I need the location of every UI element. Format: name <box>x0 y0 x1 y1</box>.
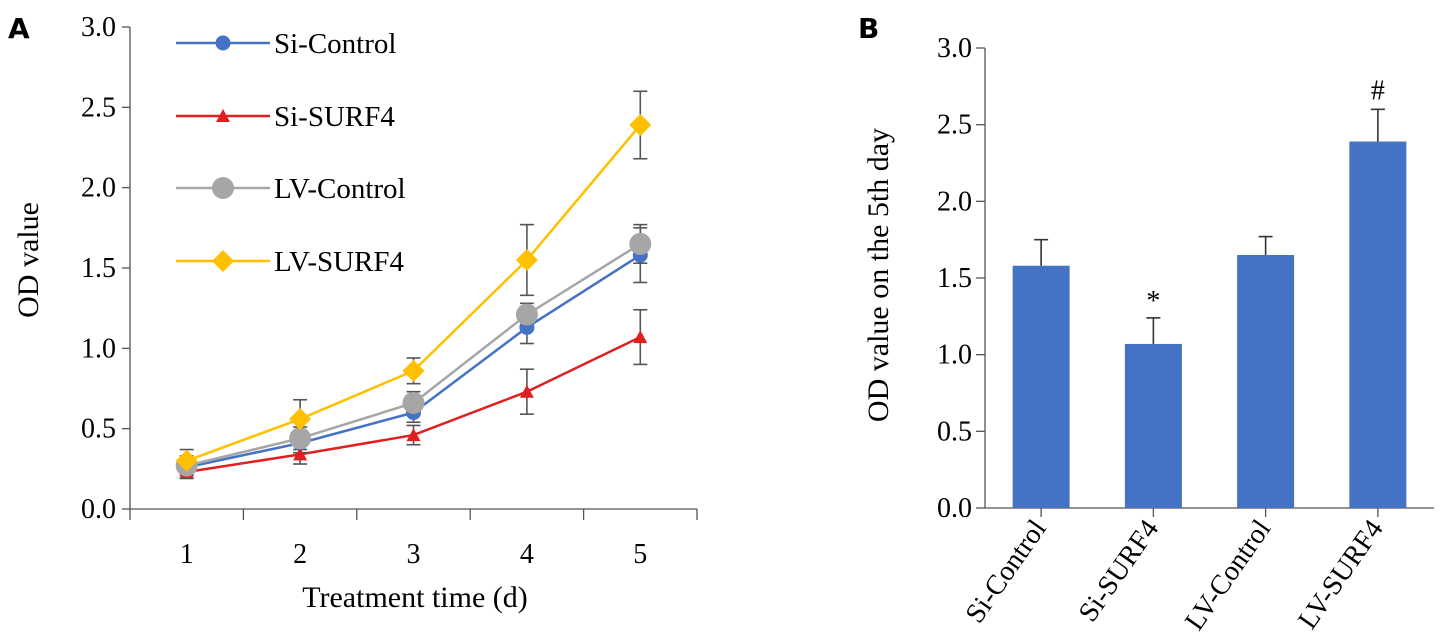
panel-b-x-tick-label: LV-SURF4 <box>1292 514 1389 635</box>
legend-marker-si-control <box>215 35 231 51</box>
data-point-lv-surf4 <box>289 408 312 431</box>
data-point-lv-surf4 <box>175 449 198 472</box>
panel-b-x-tick-label: Si-SURF4 <box>1073 514 1165 627</box>
data-point-si-surf4 <box>293 447 308 461</box>
panel-b-x-tick-label: Si-Control <box>960 514 1053 629</box>
legend-label: Si-Control <box>274 28 396 60</box>
data-point-lv-control <box>402 391 425 414</box>
panel-a-y-tick-label: 3.0 <box>81 12 116 43</box>
legend-label: LV-SURF4 <box>274 246 405 278</box>
bar-si-surf4 <box>1124 343 1182 508</box>
data-point-lv-control <box>629 232 652 255</box>
panel-a-y-tick-label: 2.5 <box>81 92 116 123</box>
panel-b-y-tick-label: 0.0 <box>937 493 972 524</box>
panel-b-letter: B <box>858 12 879 45</box>
data-point-si-surf4 <box>633 330 648 344</box>
panel-b-y-tick-label: 2.0 <box>937 186 972 217</box>
panel-a-x-tick-label: 3 <box>407 539 421 570</box>
panel-b-y-tick-label: 2.5 <box>937 110 972 141</box>
significance-marker: # <box>1371 75 1385 106</box>
significance-marker: * <box>1146 286 1160 317</box>
panel-a-letter: A <box>8 12 30 45</box>
legend-marker-lv-control <box>212 177 234 199</box>
data-point-lv-control <box>289 427 312 450</box>
panel-a-y-tick-label: 1.0 <box>81 333 116 364</box>
panel-b-y-tick-label: 0.5 <box>937 416 972 447</box>
bar-lv-control <box>1237 255 1295 508</box>
bar-chart-panel-b: 0.0 0.5 1.0 1.5 2.0 2.5 3.0 Si-Control * Si-SURF4… <box>937 33 1434 636</box>
legend-marker-lv-surf4 <box>212 250 234 272</box>
line-chart-panel-a: 0.0 0.5 1.0 1.5 2.0 2.5 3.0 1 2 3 4 5 Si-Control Si-S… <box>81 12 698 570</box>
data-point-si-surf4 <box>406 428 421 442</box>
data-point-si-surf4 <box>519 384 534 398</box>
panel-a-x-tick-label: 4 <box>520 539 534 570</box>
legend-label: LV-Control <box>274 173 406 205</box>
panel-b-x-tick-label: LV-Control <box>1179 514 1277 636</box>
data-point-lv-control <box>515 303 538 326</box>
panel-a-x-tick-label: 2 <box>293 539 307 570</box>
data-point-lv-surf4 <box>629 114 652 137</box>
panel-a-y-tick-label: 0.0 <box>81 494 116 525</box>
legend-label: Si-SURF4 <box>274 101 395 133</box>
data-point-lv-surf4 <box>402 359 425 382</box>
panel-a-y-tick-label: 1.5 <box>81 253 116 284</box>
legend-marker-si-surf4 <box>216 109 230 122</box>
data-point-lv-surf4 <box>515 248 538 271</box>
panel-a-y-tick-label: 0.5 <box>81 414 116 445</box>
bar-lv-surf4 <box>1349 141 1407 509</box>
panel-a-x-tick-label: 5 <box>633 539 647 570</box>
bar-si-control <box>1012 265 1070 508</box>
panel-b-y-tick-label: 3.0 <box>937 33 972 64</box>
panel-b-y-tick-label: 1.0 <box>937 340 972 371</box>
panel-a-x-tick-label: 1 <box>180 539 194 570</box>
panel-a-x-axis-label: Treatment time (d) <box>302 581 528 614</box>
panel-a-y-tick-label: 2.0 <box>81 173 116 204</box>
panel-b-y-tick-label: 1.5 <box>937 263 972 294</box>
panel-a-y-axis-label: OD value <box>12 202 45 318</box>
panel-b-y-axis-label: OD value on the 5th day <box>862 128 895 422</box>
